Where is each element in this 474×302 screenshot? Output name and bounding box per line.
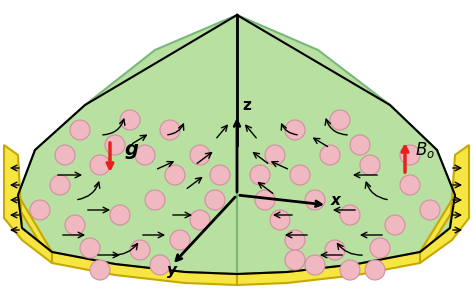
Circle shape [285, 250, 305, 270]
Circle shape [70, 120, 90, 140]
Circle shape [210, 165, 230, 185]
Circle shape [130, 240, 150, 260]
Circle shape [320, 145, 340, 165]
Circle shape [285, 230, 305, 250]
Circle shape [90, 260, 110, 280]
Circle shape [110, 205, 130, 225]
Circle shape [350, 135, 370, 155]
Circle shape [105, 135, 125, 155]
Circle shape [340, 260, 360, 280]
Polygon shape [237, 195, 455, 285]
Circle shape [190, 210, 210, 230]
Circle shape [135, 145, 155, 165]
Circle shape [90, 155, 110, 175]
Polygon shape [18, 15, 237, 274]
Circle shape [250, 165, 270, 185]
Polygon shape [237, 15, 455, 274]
Circle shape [205, 190, 225, 210]
Circle shape [50, 175, 70, 195]
Circle shape [165, 165, 185, 185]
Circle shape [325, 240, 345, 260]
Circle shape [305, 255, 325, 275]
Circle shape [340, 205, 360, 225]
Text: x: x [331, 193, 341, 208]
Text: g: g [125, 140, 139, 159]
Circle shape [400, 145, 420, 165]
Circle shape [290, 165, 310, 185]
Circle shape [150, 255, 170, 275]
Circle shape [55, 145, 75, 165]
Circle shape [400, 175, 420, 195]
Circle shape [385, 215, 405, 235]
Circle shape [270, 210, 290, 230]
Circle shape [330, 110, 350, 130]
Circle shape [265, 145, 285, 165]
Circle shape [30, 200, 50, 220]
Text: y: y [167, 263, 177, 278]
Circle shape [80, 238, 100, 258]
Circle shape [255, 190, 275, 210]
Circle shape [360, 155, 380, 175]
Circle shape [145, 190, 165, 210]
Text: z: z [242, 98, 251, 113]
Polygon shape [420, 145, 469, 263]
Circle shape [420, 200, 440, 220]
Circle shape [170, 230, 190, 250]
Polygon shape [18, 195, 237, 285]
Polygon shape [4, 145, 52, 263]
Text: $B_o$: $B_o$ [415, 140, 435, 160]
Circle shape [65, 215, 85, 235]
Circle shape [190, 145, 210, 165]
Circle shape [305, 190, 325, 210]
Circle shape [370, 238, 390, 258]
Circle shape [365, 260, 385, 280]
Circle shape [120, 110, 140, 130]
Circle shape [160, 120, 180, 140]
Circle shape [285, 120, 305, 140]
